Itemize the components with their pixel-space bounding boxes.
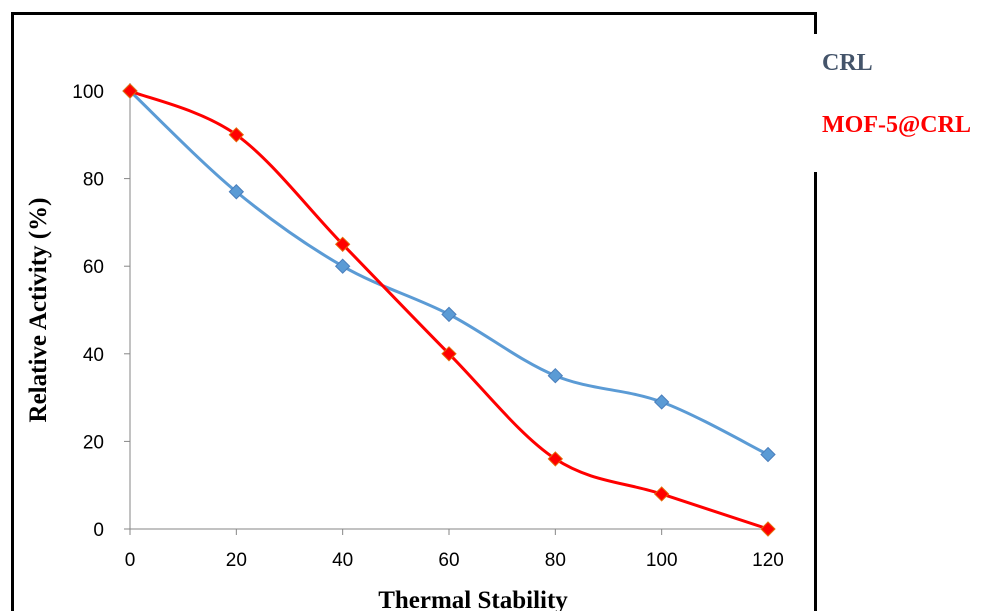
x-tick-label: 20 [226, 550, 247, 571]
y-tick-label: 40 [83, 345, 104, 366]
y-tick-label: 100 [72, 82, 104, 103]
series-layer [122, 83, 776, 537]
series-line-crl [128, 89, 769, 456]
y-tick-label: 0 [93, 520, 104, 541]
data-point-mof-5-crl [334, 236, 351, 253]
data-point-mof-5-crl [228, 127, 245, 143]
x-tick-label: 120 [752, 550, 784, 571]
y-tick-label: 80 [83, 170, 104, 191]
data-point-crl [441, 306, 457, 323]
y-tick-label: 60 [83, 257, 104, 278]
data-point-crl [334, 258, 351, 274]
y-axis-title: Relative Activity (%) [25, 198, 52, 423]
y-tick-label: 20 [83, 432, 104, 453]
data-point-mof-5-crl [760, 521, 776, 537]
legend-label-crl: CRL [822, 50, 873, 76]
data-point-mof-5-crl [122, 83, 138, 99]
series-crl [122, 83, 776, 463]
x-tick-label: 60 [438, 550, 459, 571]
x-tick-label: 0 [125, 550, 136, 571]
x-axis-title: Thermal Stability [378, 587, 568, 611]
data-point-mof-5-crl [653, 486, 670, 502]
y-tick-labels: 0 20 40 60 80 100 [72, 82, 130, 541]
data-point-mof-5-crl [441, 346, 457, 362]
data-point-crl [547, 367, 564, 384]
data-point-crl [653, 394, 670, 410]
chart-axes [129, 83, 768, 530]
legend [800, 34, 989, 172]
x-tick-label: 80 [545, 550, 566, 571]
data-point-mof-5-crl [547, 451, 564, 467]
chart-frame [11, 12, 817, 611]
x-tick-labels: 0 20 40 60 80 100 120 [125, 529, 784, 571]
legend-label-mof5-crl: MOF-5@CRL [822, 112, 971, 138]
x-tick-label: 40 [332, 550, 353, 571]
data-point-crl [228, 184, 245, 200]
series-mof-5-crl [122, 83, 776, 537]
data-point-crl [760, 446, 776, 463]
x-tick-label: 100 [646, 550, 678, 571]
